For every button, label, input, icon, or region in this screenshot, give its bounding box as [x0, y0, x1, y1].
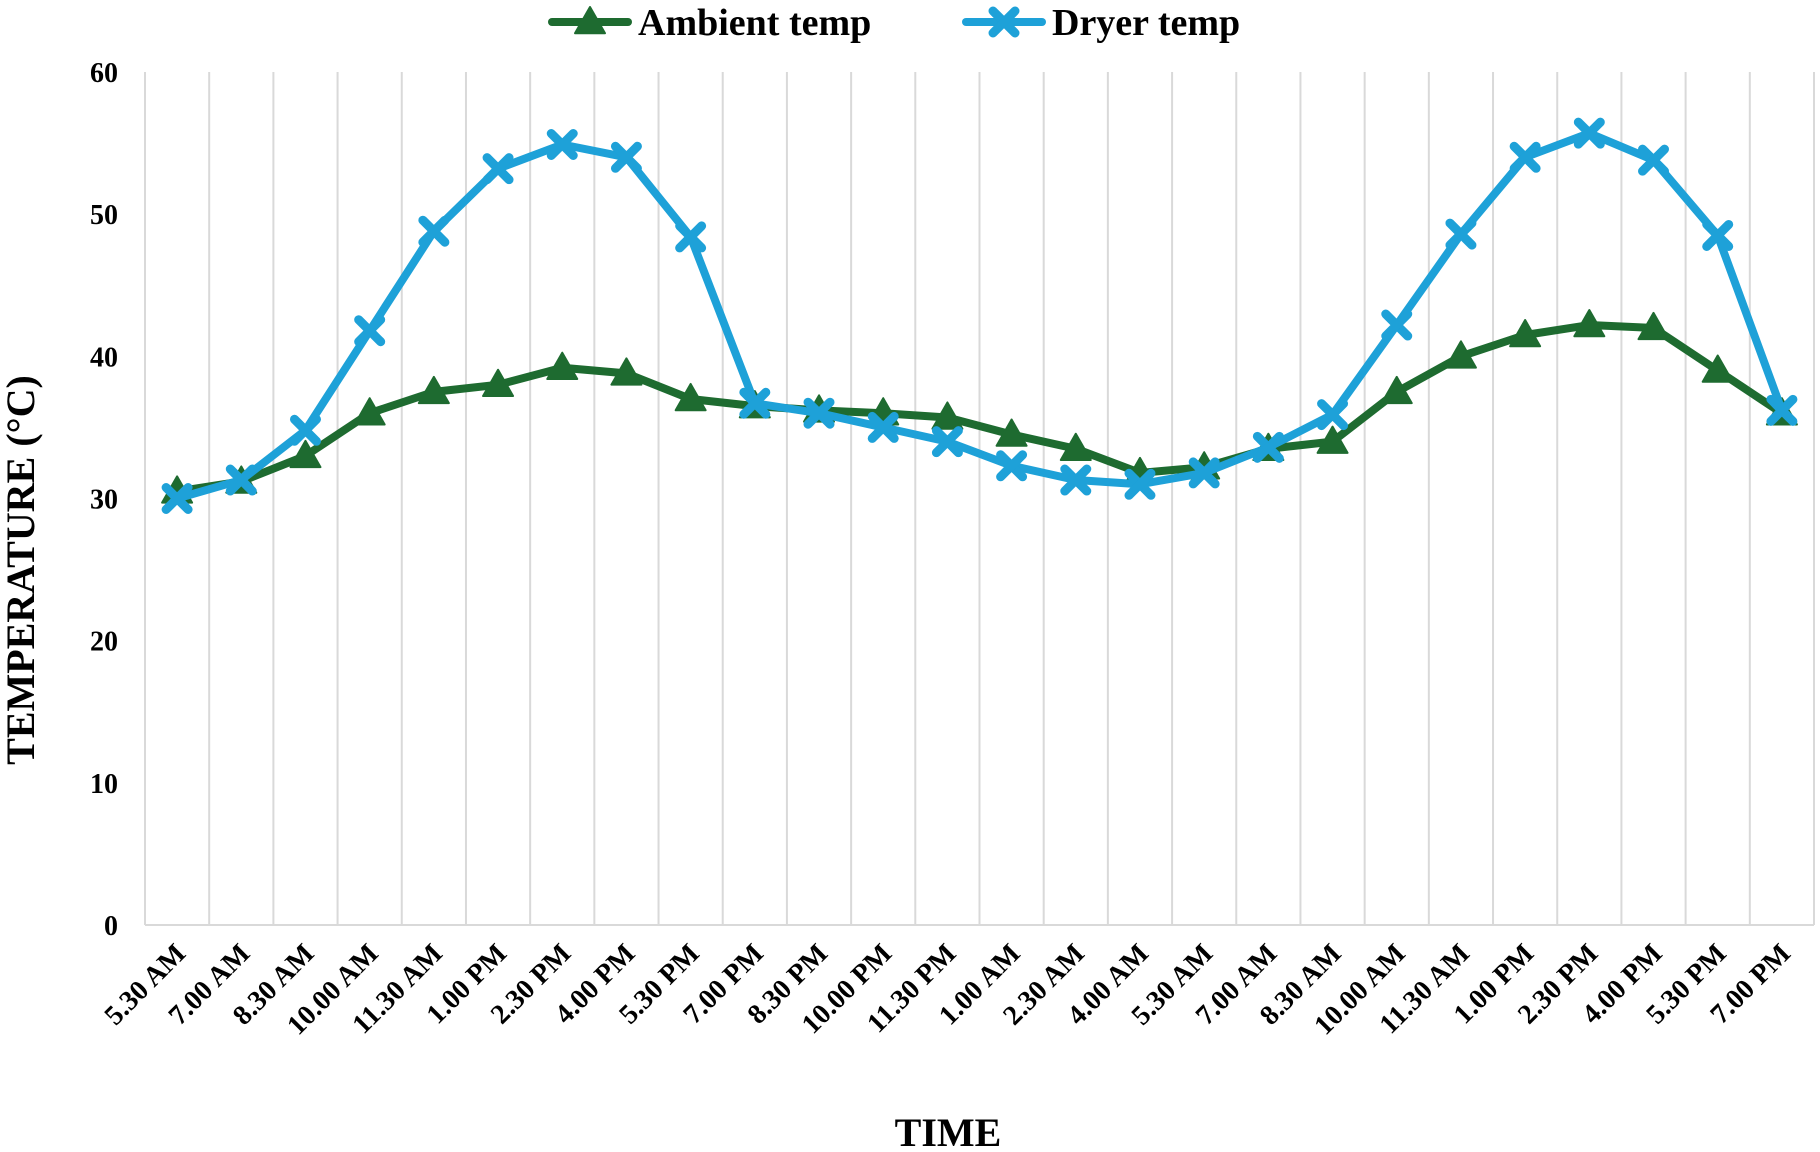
y-tick-label: 10 — [90, 769, 118, 800]
series-dryer-temp — [161, 117, 1798, 514]
data-point-ambient-temp — [1637, 311, 1670, 341]
data-point-dryer-temp — [1638, 144, 1670, 176]
data-point-dryer-temp — [675, 221, 707, 253]
data-point-ambient-temp — [931, 401, 964, 430]
legend-marker — [988, 6, 1020, 38]
legend: Ambient temp Dryer temp — [548, 2, 1240, 44]
data-point-ambient-temp — [1316, 425, 1349, 454]
data-point-dryer-temp — [996, 450, 1028, 482]
data-point-dryer-temp — [1381, 309, 1413, 341]
data-point-dryer-temp — [1766, 394, 1798, 426]
legend-label: Dryer temp — [1052, 2, 1240, 44]
y-tick-label: 0 — [104, 911, 118, 942]
data-point-ambient-temp — [1573, 309, 1606, 338]
x-axis-title: TIME — [895, 1110, 1002, 1152]
series-layer — [161, 117, 1798, 514]
y-tick-label: 40 — [90, 342, 118, 373]
data-point-dryer-temp — [1124, 468, 1156, 500]
legend-label: Ambient temp — [638, 2, 871, 44]
data-point-ambient-temp — [1059, 432, 1092, 461]
data-point-dryer-temp — [803, 397, 835, 429]
legend-item-dryer-temp: Dryer temp — [962, 2, 1240, 44]
data-point-dryer-temp — [546, 129, 578, 161]
data-point-dryer-temp — [161, 483, 193, 514]
data-point-dryer-temp — [1509, 141, 1541, 173]
data-point-dryer-temp — [1573, 117, 1605, 149]
data-point-dryer-temp — [482, 153, 514, 185]
data-point-ambient-temp — [353, 397, 386, 426]
data-point-dryer-temp — [1060, 464, 1092, 496]
data-point-dryer-temp — [1252, 431, 1284, 463]
y-tick-label: 20 — [90, 627, 118, 658]
data-point-dryer-temp — [1188, 457, 1220, 489]
grid-lines — [144, 72, 1815, 926]
y-axis-ticks: 0 10 20 30 40 50 60 — [90, 58, 118, 942]
data-point-dryer-temp — [931, 426, 963, 458]
y-tick-label: 60 — [90, 58, 118, 89]
data-point-dryer-temp — [225, 464, 257, 496]
data-point-ambient-temp — [1509, 319, 1542, 348]
data-point-ambient-temp — [1701, 354, 1734, 383]
data-point-ambient-temp — [482, 368, 515, 398]
y-tick-label: 30 — [90, 485, 118, 516]
data-point-dryer-temp — [418, 215, 450, 247]
data-point-dryer-temp — [739, 387, 771, 419]
data-point-ambient-temp — [995, 418, 1028, 447]
data-point-ambient-temp — [674, 382, 707, 412]
data-point-dryer-temp — [610, 141, 642, 173]
data-point-dryer-temp — [1317, 399, 1349, 431]
legend-marker — [574, 6, 606, 35]
data-point-dryer-temp — [289, 414, 321, 446]
data-point-ambient-temp — [1380, 375, 1413, 405]
data-point-dryer-temp — [1445, 218, 1477, 250]
data-point-dryer-temp — [1702, 219, 1734, 251]
y-axis-title: TEMPERATURE (°C) — [0, 375, 43, 765]
data-point-dryer-temp — [867, 411, 899, 443]
legend-item-ambient-temp: Ambient temp — [548, 2, 871, 44]
data-point-ambient-temp — [1444, 340, 1477, 369]
y-tick-label: 50 — [90, 200, 118, 231]
data-point-dryer-temp — [354, 315, 386, 347]
data-point-ambient-temp — [610, 357, 643, 386]
data-point-ambient-temp — [289, 439, 322, 469]
data-point-ambient-temp — [417, 375, 450, 405]
data-point-ambient-temp — [546, 351, 579, 380]
